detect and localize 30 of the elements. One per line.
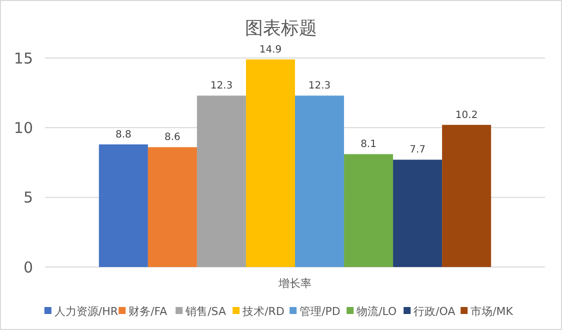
bar bbox=[246, 59, 295, 267]
x-tick-label: 增长率 bbox=[278, 277, 312, 290]
legend-label: 人力资源/HR bbox=[54, 304, 118, 318]
bar bbox=[442, 124, 492, 267]
legend-label: 市场/MK bbox=[470, 304, 514, 318]
bar bbox=[148, 147, 197, 267]
data-label: 12.3 bbox=[210, 80, 233, 92]
bar bbox=[98, 144, 148, 267]
legend-label: 财务/FA bbox=[128, 304, 168, 318]
legend-label: 行政/OA bbox=[414, 304, 456, 318]
legend-label: 技术/RD bbox=[242, 304, 284, 318]
bar bbox=[393, 160, 442, 267]
data-label: 14.9 bbox=[259, 44, 282, 56]
data-label: 8.8 bbox=[115, 129, 132, 140]
bar bbox=[344, 154, 394, 267]
y-tick-label: 10 bbox=[14, 118, 33, 137]
data-label: 12.3 bbox=[308, 80, 331, 92]
legend-label: 销售/SA bbox=[184, 304, 226, 318]
bar bbox=[295, 96, 344, 267]
data-label: 10.2 bbox=[455, 110, 478, 121]
legend-label: 管理/PD bbox=[300, 304, 340, 318]
data-label: 8.6 bbox=[164, 132, 180, 144]
y-tick-label: 15 bbox=[14, 49, 33, 68]
data-label: 8.1 bbox=[360, 139, 376, 150]
legend-label: 物流/LO bbox=[356, 304, 398, 318]
y-tick-label: 5 bbox=[23, 188, 33, 207]
data-label: 7.7 bbox=[410, 144, 426, 156]
chart-title: 图表标题 bbox=[245, 18, 317, 39]
bar bbox=[196, 96, 246, 267]
y-tick-label: 0 bbox=[23, 258, 33, 276]
